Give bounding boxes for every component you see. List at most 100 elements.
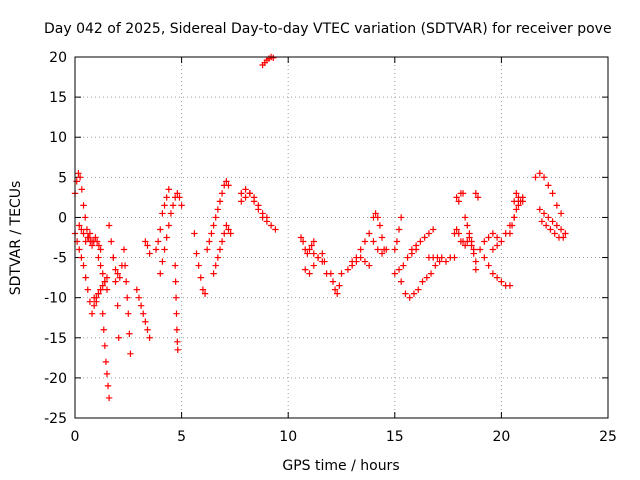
axis-tick-labels: 0 5 10 15 20 25 -25 -20 -15 -10 -5 0 5 10 15 20 [44, 50, 617, 445]
data-point [127, 350, 134, 358]
data-point [76, 174, 84, 181]
data-point [532, 174, 539, 181]
data-point [82, 274, 89, 281]
data-point [214, 254, 222, 261]
x-tick-label: 5 [177, 429, 186, 445]
data-point [210, 270, 217, 277]
data-point [549, 218, 556, 225]
data-point [105, 394, 113, 402]
data-point [461, 242, 469, 249]
data-point [391, 270, 398, 277]
data-point [116, 274, 123, 281]
data-point [380, 246, 388, 253]
data-point [366, 230, 373, 237]
data-point [80, 262, 87, 269]
data-point [195, 262, 202, 269]
data-point [442, 258, 450, 265]
data-point [397, 278, 405, 285]
data-point [417, 238, 424, 245]
y-tick-label: 10 [49, 130, 67, 146]
data-point [551, 230, 558, 237]
data-point [557, 226, 565, 233]
data-point [419, 278, 426, 285]
x-tick-label: 25 [599, 429, 617, 445]
data-point [218, 190, 226, 197]
data-point [314, 254, 322, 261]
y-tick-label: 15 [49, 90, 67, 106]
data-point [174, 338, 181, 345]
data-point [103, 274, 111, 281]
data-point [438, 254, 445, 261]
data-point [238, 198, 245, 205]
y-tick-label: -25 [44, 411, 67, 427]
data-point [378, 234, 386, 241]
data-point [112, 266, 119, 273]
data-point [95, 290, 102, 297]
data-point [216, 198, 224, 205]
data-point [481, 254, 488, 261]
data-point [73, 178, 80, 185]
data-point [86, 230, 94, 237]
data-point [272, 226, 279, 233]
data-point [163, 234, 170, 241]
data-point [121, 262, 129, 269]
x-tick-label: 20 [492, 429, 510, 445]
data-point [114, 270, 121, 277]
data-point [104, 382, 112, 390]
data-point [461, 214, 469, 221]
data-point [83, 226, 91, 233]
data-point [135, 294, 143, 301]
data-point [101, 278, 109, 285]
data-point [103, 370, 111, 378]
data-point [393, 238, 401, 245]
data-point [560, 234, 567, 241]
y-tick-label: -10 [44, 291, 67, 307]
data-point [142, 238, 149, 245]
data-point [172, 294, 180, 301]
data-point [308, 242, 315, 249]
data-point [493, 234, 501, 241]
data-point [410, 290, 418, 297]
data-point [538, 218, 546, 225]
data-point [557, 210, 565, 217]
data-point [353, 254, 360, 261]
data-point [250, 194, 258, 201]
data-point [553, 222, 561, 229]
data-point [547, 226, 554, 233]
data-point [86, 298, 94, 305]
data-point [310, 238, 317, 245]
data-point [421, 234, 428, 241]
data-point [536, 170, 543, 177]
data-point [474, 194, 482, 201]
data-point [404, 254, 411, 261]
data-point [329, 278, 337, 285]
data-point [395, 226, 403, 233]
data-point [481, 238, 488, 245]
data-point [92, 234, 99, 241]
data-point [489, 270, 497, 277]
data-point [429, 226, 437, 233]
data-point [472, 190, 480, 197]
data-point [459, 190, 467, 197]
x-axis-label: GPS time / hours [282, 458, 399, 474]
data-point [545, 214, 552, 221]
data-point [319, 250, 326, 257]
data-point [84, 286, 91, 293]
data-point [88, 310, 96, 317]
data-point [76, 222, 83, 229]
data-point [78, 254, 85, 261]
data-point [306, 246, 313, 253]
data-point [432, 262, 439, 269]
data-point [370, 238, 377, 245]
data-point [120, 246, 128, 253]
data-point [338, 270, 345, 277]
data-point [110, 254, 117, 261]
data-point [210, 222, 217, 229]
data-point [84, 234, 91, 241]
data-point [82, 214, 89, 221]
data-point [122, 278, 130, 285]
data-point [161, 202, 168, 209]
data-point [191, 230, 198, 237]
data-point [263, 214, 271, 221]
data-point [406, 294, 413, 301]
